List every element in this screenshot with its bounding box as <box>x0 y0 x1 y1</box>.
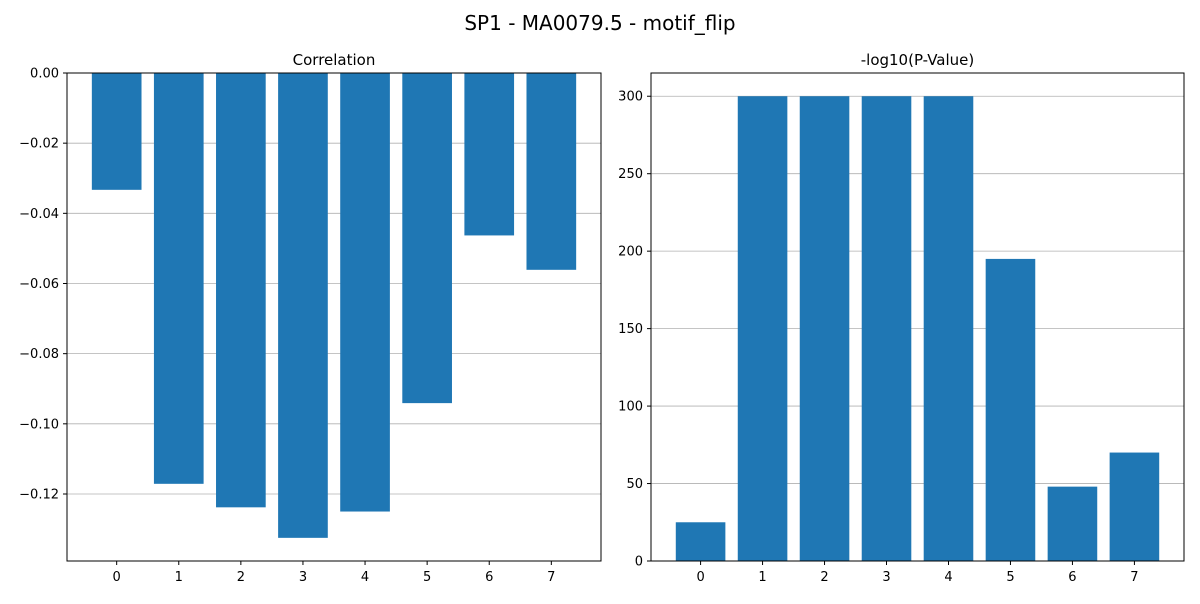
correlation-xtick-label-3: 3 <box>299 570 307 585</box>
correlation-ytick-label-6: −0.12 <box>19 487 59 502</box>
pvalue-bar-0 <box>675 522 726 561</box>
pvalue-bar-1 <box>737 96 788 561</box>
pvalue-ytick-label-2: 100 <box>618 400 643 415</box>
pvalue-ytick-label-6: 300 <box>618 90 643 105</box>
correlation-bar-4 <box>340 73 390 512</box>
pvalue-ytick-label-4: 200 <box>618 245 643 260</box>
pvalue-xtick-label-2: 2 <box>820 570 828 585</box>
correlation-xtick-label-7: 7 <box>547 570 555 585</box>
correlation-ytick-label-5: −0.10 <box>19 417 59 432</box>
correlation-bar-5 <box>402 73 452 404</box>
correlation-ytick-label-1: −0.02 <box>19 137 59 152</box>
correlation-ytick-label-3: −0.06 <box>19 277 59 292</box>
pvalue-ytick-label-3: 150 <box>618 322 643 337</box>
correlation-bar-1 <box>153 73 204 484</box>
correlation-ytick-label-0: 0.00 <box>30 67 59 82</box>
correlation-bar-3 <box>278 73 328 538</box>
correlation-xtick-label-1: 1 <box>175 570 183 585</box>
pvalue-panel-title: -log10(P-Value) <box>861 51 975 69</box>
pvalue-bar-6 <box>1047 486 1098 561</box>
correlation-bar-2 <box>216 73 266 508</box>
pvalue-ytick-label-5: 250 <box>618 167 643 182</box>
pvalue-panel: -log10(P-Value) 0 50 100 150 200 250 300 0 1 2 3 4 5 6… <box>618 51 1185 585</box>
correlation-bar-7 <box>526 73 577 270</box>
pvalue-xtick-label-1: 1 <box>758 570 766 585</box>
correlation-xtick-label-6: 6 <box>485 570 493 585</box>
pvalue-bar-4 <box>923 96 974 561</box>
pvalue-axes-frame <box>650 72 1185 562</box>
pvalue-xtick-label-0: 0 <box>696 570 704 585</box>
correlation-xtick-label-0: 0 <box>113 570 121 585</box>
correlation-bar-0 <box>91 73 142 190</box>
correlation-panel-title: Correlation <box>293 51 376 69</box>
pvalue-ytick-label-1: 50 <box>626 477 643 492</box>
correlation-xtick-label-5: 5 <box>423 570 431 585</box>
correlation-xtick-label-4: 4 <box>361 570 369 585</box>
correlation-ytick-label-4: −0.08 <box>19 347 59 362</box>
pvalue-xtick-label-7: 7 <box>1130 570 1138 585</box>
correlation-axes-frame <box>66 72 602 562</box>
correlation-ytick-label-2: −0.04 <box>19 207 59 222</box>
pvalue-xtick-label-6: 6 <box>1068 570 1076 585</box>
correlation-panel: Correlation 0.00 −0.02 −0.04 −0.06 −0.08 −0.10… <box>19 51 602 585</box>
pvalue-bar-2 <box>799 96 850 561</box>
figure-title: SP1 - MA0079.5 - motif_flip <box>464 11 735 35</box>
pvalue-bar-3 <box>861 96 912 561</box>
pvalue-xtick-label-3: 3 <box>882 570 890 585</box>
pvalue-xtick-label-4: 4 <box>944 570 952 585</box>
pvalue-bar-7 <box>1109 452 1160 561</box>
pvalue-ytick-label-0: 0 <box>635 555 643 570</box>
pvalue-bar-5 <box>985 258 1036 561</box>
correlation-bar-6 <box>464 73 515 236</box>
pvalue-xtick-label-5: 5 <box>1006 570 1014 585</box>
correlation-xtick-label-2: 2 <box>237 570 245 585</box>
